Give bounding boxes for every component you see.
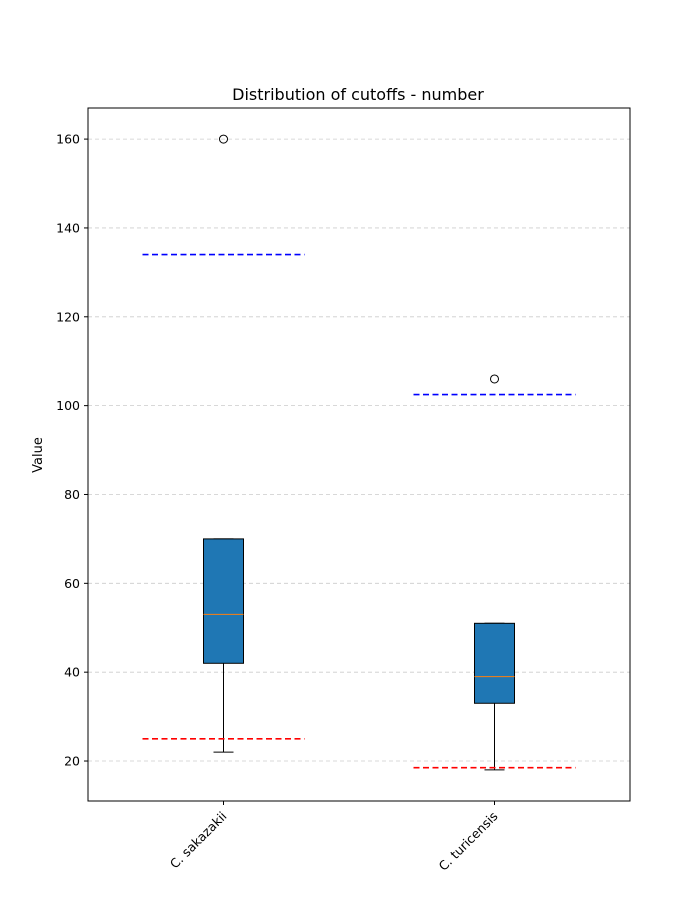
y-tick-label: 100 [56,398,80,413]
y-tick-label: 40 [64,665,80,680]
outlier-point [219,134,228,144]
box [203,538,244,664]
y-tick-label: 160 [56,132,80,147]
x-tick-label: C. turicensis [436,809,501,874]
y-tick-label: 20 [64,754,80,769]
y-tick-label: 80 [64,487,80,502]
y-tick-label: 60 [64,576,80,591]
x-tick-label: C. sakazakii [167,809,230,872]
chart-title: Distribution of cutoffs - number [232,85,484,104]
box-marks [142,134,576,771]
axes-ticks: 20 40 60 80 100 120 140 160 C. sakazakii C. turic… [56,132,500,874]
y-axis-label: Value [31,437,46,473]
outlier-point [490,374,499,384]
plot-frame [87,107,631,802]
box [474,622,515,704]
y-tick-label: 120 [56,309,80,324]
grid-lines [88,138,630,762]
y-tick-label: 140 [56,220,80,235]
